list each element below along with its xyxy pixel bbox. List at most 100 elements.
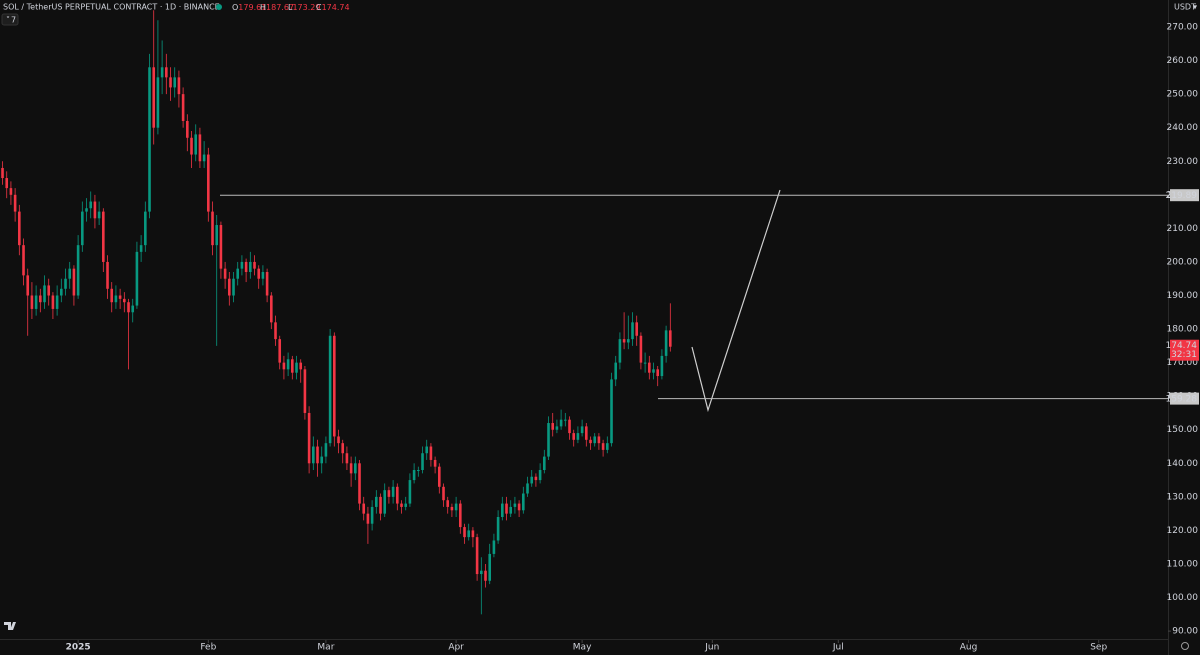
candle-body	[601, 443, 605, 450]
ohlc-legend-item: H187.67	[260, 3, 294, 12]
currency-dropdown[interactable]: ▾	[1193, 3, 1197, 12]
candle-body	[55, 295, 59, 309]
candle-body	[488, 553, 492, 581]
candle-body	[648, 362, 651, 373]
candle-body	[480, 570, 483, 575]
y-tick-label: 150.00	[1167, 425, 1199, 435]
candle-body	[303, 369, 307, 413]
x-tick-label: Aug	[960, 643, 978, 653]
candle-body	[429, 446, 433, 460]
candle-body	[144, 211, 147, 246]
ohlc-prefix: O	[232, 3, 238, 12]
candle-body	[349, 463, 353, 474]
candle-body	[257, 268, 261, 279]
indicator-toggle[interactable]	[1, 13, 19, 26]
candle-body	[76, 245, 80, 296]
candle-body	[631, 322, 634, 340]
y-tick-label: 260.00	[1167, 56, 1199, 66]
ohlc-value: 187.67	[266, 3, 294, 12]
candle-body	[538, 470, 542, 481]
candle-body	[551, 423, 555, 430]
candle-body	[496, 517, 500, 541]
candle-body	[622, 339, 626, 343]
candle-body	[328, 335, 332, 444]
x-tick-label: Mar	[317, 643, 334, 653]
candle-body	[547, 423, 550, 457]
candle-body	[106, 261, 109, 289]
candle-body	[450, 506, 454, 511]
candle-body	[93, 201, 97, 219]
candle-body	[240, 261, 244, 269]
candle-body	[51, 295, 55, 309]
ohlc-value: 174.74	[322, 3, 350, 12]
candle-body	[664, 330, 668, 356]
candle-body	[446, 500, 450, 507]
candle-body	[467, 530, 471, 538]
candle-body	[572, 433, 576, 440]
candle-body	[593, 436, 597, 444]
candle-body	[522, 493, 525, 511]
candle-body	[30, 295, 34, 309]
candle-body	[9, 188, 13, 195]
candle-body	[404, 503, 408, 507]
candle-body	[270, 295, 273, 323]
candle-body	[291, 359, 294, 373]
candle-body	[156, 77, 160, 128]
y-tick-label: 90.00	[1172, 627, 1198, 637]
ohlc-value: 179.61	[238, 3, 266, 12]
candle-body	[232, 278, 235, 296]
candle-body	[337, 436, 340, 444]
candle-body	[110, 288, 114, 303]
y-tick-label: 100.00	[1167, 593, 1199, 603]
candle-body	[618, 339, 622, 363]
candle-body	[13, 194, 17, 212]
candle-body	[652, 369, 655, 373]
candle-body	[660, 355, 664, 377]
currency-label[interactable]: USDT	[1174, 3, 1196, 12]
candle-body	[505, 503, 508, 514]
symbol-title: SOL / TetherUS PERPETUAL CONTRACT · 1D ·…	[3, 3, 220, 12]
candle-body	[408, 480, 412, 504]
y-tick-label: 170.00	[1167, 358, 1199, 368]
candle-body	[635, 322, 639, 336]
candle-body	[421, 453, 424, 471]
candle-body	[26, 275, 30, 296]
candle-body	[433, 459, 437, 467]
ohlc-value: 173.29	[292, 3, 320, 12]
candle-body	[526, 483, 529, 494]
status-dot	[216, 4, 222, 10]
candle-body	[244, 261, 248, 273]
countdown-label: 32:31	[1171, 350, 1197, 360]
candle-body	[438, 466, 441, 487]
candle-body	[81, 211, 84, 246]
candle-body	[589, 439, 592, 444]
candle-body	[383, 490, 387, 514]
candle-body	[501, 503, 504, 518]
candle-body	[135, 251, 139, 306]
candle-body	[597, 436, 601, 444]
price-label-box	[1170, 339, 1199, 361]
candle-body	[198, 134, 202, 162]
candle-body	[639, 335, 643, 363]
candle-body	[576, 433, 580, 440]
candle-body	[627, 339, 630, 343]
settings-icon[interactable]	[1181, 642, 1189, 650]
candle-body	[177, 77, 181, 95]
candle-body	[534, 476, 538, 481]
candle-body	[5, 178, 9, 189]
candle-body	[173, 77, 177, 88]
ohlc-prefix: C	[316, 3, 322, 12]
ohlc-prefix: L	[288, 3, 293, 12]
candle-body	[148, 67, 151, 212]
candle-body	[656, 369, 660, 377]
projection-drawing	[691, 189, 781, 413]
candle-body	[282, 362, 286, 370]
candle-body	[341, 443, 345, 454]
candle-body	[475, 537, 479, 575]
candle-body	[34, 295, 38, 309]
candle-body	[568, 419, 571, 434]
candle-body	[425, 446, 429, 454]
